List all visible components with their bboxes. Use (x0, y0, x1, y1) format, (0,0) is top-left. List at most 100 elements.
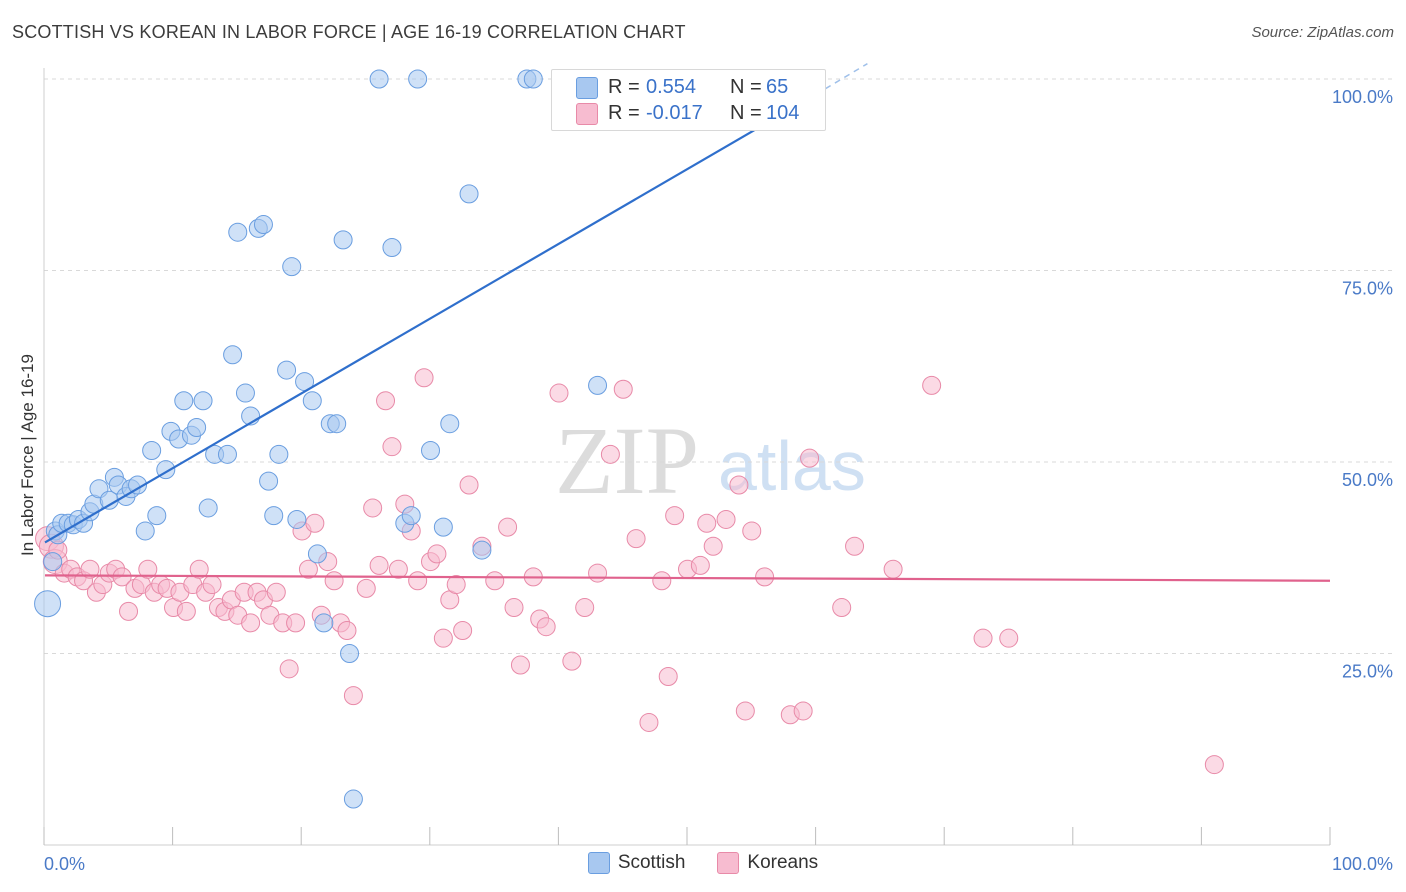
y-tick-label: 100.0% (1332, 87, 1393, 107)
watermark: ZIP atlas (555, 407, 866, 514)
chart-title: SCOTTISH VS KOREAN IN LABOR FORCE | AGE … (12, 22, 686, 42)
koreans-point (697, 513, 717, 533)
koreans-point (999, 628, 1019, 648)
koreans-point (388, 559, 408, 579)
scottish-point (135, 521, 155, 541)
koreans-point (504, 598, 524, 618)
koreans-point (800, 448, 820, 468)
legend-label-scottish: Scottish (617, 852, 686, 873)
bottom-legend: Scottish Koreans (0, 852, 1406, 874)
koreans-point (189, 559, 209, 579)
scottish-n-value: 65 (766, 76, 789, 98)
scottish-point (228, 222, 248, 242)
scottish-point (421, 441, 440, 461)
koreans-point (536, 617, 556, 637)
scottish-point (314, 613, 334, 633)
scottish-point (269, 444, 289, 464)
scottish-point (327, 414, 347, 434)
stats-row-koreans: R = -0.017 N = 104 (576, 102, 799, 125)
scottish-point (128, 475, 148, 495)
koreans-point (973, 628, 993, 648)
scottish-point (302, 391, 322, 411)
koreans-point (176, 601, 196, 621)
koreans-point (690, 555, 710, 575)
koreans-point (755, 567, 775, 587)
scottish-point (277, 360, 297, 380)
scottish-points (34, 69, 608, 809)
scottish-point (142, 441, 162, 461)
scottish-point (287, 509, 307, 529)
trend-lines (44, 63, 1331, 582)
koreans-point (337, 621, 357, 641)
scottish-point (523, 69, 543, 89)
y-tick-label: 25.0% (1342, 662, 1393, 682)
koreans-point (376, 391, 396, 411)
koreans-point (112, 567, 132, 587)
scottish-point (369, 69, 389, 89)
scottish-point (259, 471, 279, 491)
scottish-n-label: N = (730, 76, 762, 98)
koreans-point (363, 498, 383, 518)
scottish-point (459, 184, 479, 204)
koreans-point (138, 559, 158, 579)
koreans-points (35, 368, 1224, 775)
koreans-r-value: -0.017 (646, 102, 703, 124)
scottish-point (223, 345, 243, 365)
tick-labels: 25.0% 50.0% 75.0% 100.0% 0.0% 100.0% (44, 87, 1393, 874)
koreans-point (652, 571, 672, 591)
koreans-point (729, 475, 749, 495)
y-axis-label: In Labor Force | Age 16-19 (18, 354, 37, 556)
koreans-point (588, 563, 608, 583)
koreans-swatch (576, 102, 598, 125)
legend-item-koreans[interactable]: Koreans (717, 852, 818, 874)
koreans-point (453, 621, 473, 641)
koreans-point (549, 383, 569, 403)
grid-lines (44, 78, 1392, 654)
scottish-point (307, 544, 327, 564)
koreans-point (498, 517, 518, 537)
scottish-r-value: 0.554 (646, 76, 697, 98)
scottish-point (282, 257, 302, 277)
legend-item-scottish[interactable]: Scottish (587, 852, 686, 874)
koreans-point (735, 701, 755, 721)
stats-row-scottish: R = 0.554 N = 65 (576, 76, 788, 99)
koreans-point (408, 571, 428, 591)
koreans-n-label: N = (730, 102, 762, 124)
scottish-point (187, 418, 207, 438)
scottish-point (343, 789, 363, 809)
scottish-point (408, 69, 428, 89)
legend-label-koreans: Koreans (747, 852, 819, 873)
koreans-point (343, 686, 363, 706)
scottish-point (235, 383, 255, 403)
koreans-point (658, 666, 678, 686)
stats-legend: R = 0.554 N = 65 R = -0.017 N = 104 (551, 69, 826, 131)
scottish-point (43, 552, 63, 572)
scottish-trend-extension (815, 63, 868, 95)
koreans-point (414, 368, 434, 388)
koreans-point (433, 628, 453, 648)
scottish-point (401, 506, 421, 526)
scottish-point (264, 506, 284, 526)
axes (43, 68, 1331, 846)
koreans-point (459, 475, 479, 495)
koreans-point (298, 559, 318, 579)
scottish-point (174, 391, 194, 411)
legend-swatch-koreans (717, 852, 740, 874)
source-label: Source: ZipAtlas.com (1251, 24, 1394, 41)
scottish-point (333, 230, 353, 250)
koreans-point (324, 571, 344, 591)
scottish-point (193, 391, 213, 411)
koreans-point (575, 598, 595, 618)
koreans-point (613, 379, 633, 399)
scottish-point (340, 644, 360, 663)
koreans-point (742, 521, 762, 541)
koreans-point (241, 613, 261, 633)
scottish-swatch (576, 76, 598, 99)
scottish-point (147, 506, 167, 526)
scottish-point (440, 414, 460, 434)
koreans-point (382, 437, 402, 457)
scottish-point (34, 590, 62, 618)
koreans-point (793, 701, 813, 721)
koreans-point (665, 506, 685, 526)
